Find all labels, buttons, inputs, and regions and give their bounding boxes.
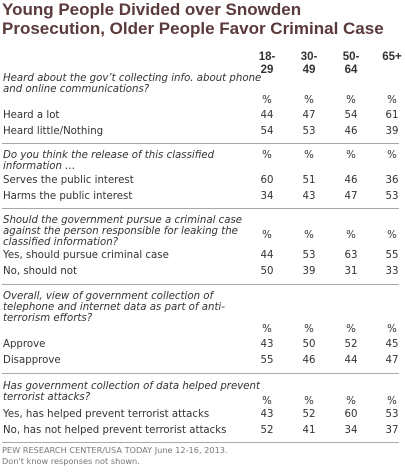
response-label: Heard little/Nothing: [3, 126, 104, 137]
section-divider: [2, 143, 399, 144]
question-text: Should the government pursue a criminal …: [3, 215, 243, 249]
source-note: PEW RESEARCH CENTER/USA TODAY June 12-16…: [2, 445, 228, 455]
data-value: 52: [302, 409, 316, 420]
column-header-line: 50-: [342, 51, 360, 63]
data-value: 60: [260, 175, 274, 186]
response-label: Approve: [3, 339, 46, 350]
response-label: Yes, should pursue criminal case: [3, 250, 169, 261]
data-value: 37: [385, 425, 399, 436]
column-header: 30- 49: [289, 51, 329, 77]
percent-unit-label: %: [304, 95, 314, 106]
data-value: 34: [344, 425, 358, 436]
data-value: 53: [302, 250, 316, 261]
percent-unit-label: %: [262, 396, 272, 407]
percent-unit-label: %: [387, 150, 397, 161]
data-value: 44: [260, 110, 274, 121]
column-header-line: 29: [260, 64, 274, 76]
section-divider: [2, 284, 399, 285]
question-text: Heard about the gov’t collecting info. a…: [3, 73, 262, 96]
percent-unit-label: %: [346, 324, 356, 335]
percent-unit-label: %: [262, 324, 272, 335]
data-value: 39: [302, 266, 316, 277]
percent-unit-label: %: [304, 150, 314, 161]
data-value: 61: [385, 110, 399, 121]
section-divider: [2, 442, 399, 443]
data-value: 53: [302, 126, 316, 137]
data-value: 39: [385, 126, 399, 137]
section-divider: [2, 373, 399, 374]
data-value: 36: [385, 175, 399, 186]
percent-unit-label: %: [346, 230, 356, 241]
data-value: 54: [260, 126, 274, 137]
data-value: 43: [302, 191, 316, 202]
data-value: 47: [302, 110, 316, 121]
percent-unit-label: %: [346, 95, 356, 106]
section-divider: [2, 208, 399, 209]
percent-unit-label: %: [262, 95, 272, 106]
percent-unit-label: %: [387, 95, 397, 106]
data-value: 54: [344, 110, 358, 121]
data-value: 43: [260, 339, 274, 350]
percent-unit-label: %: [346, 396, 356, 407]
chart-title: Young People Divided over Snowden Prosec…: [2, 0, 384, 38]
percent-unit-label: %: [346, 150, 356, 161]
data-value: 50: [302, 339, 316, 350]
data-value: 50: [260, 266, 274, 277]
question-text: Do you think the release of this classif…: [3, 150, 215, 173]
data-value: 43: [260, 409, 274, 420]
response-label: Heard a lot: [3, 110, 60, 121]
data-value: 52: [344, 339, 358, 350]
column-header-line: 49: [302, 64, 316, 76]
data-value: 52: [260, 425, 274, 436]
data-value: 47: [385, 355, 399, 366]
percent-unit-label: %: [304, 324, 314, 335]
percent-unit-label: %: [304, 230, 314, 241]
data-value: 46: [344, 126, 358, 137]
column-header: 50- 64: [331, 51, 371, 77]
data-value: 41: [302, 425, 316, 436]
data-value: 47: [344, 191, 358, 202]
data-value: 53: [385, 409, 399, 420]
column-header-line: 64: [344, 64, 358, 76]
footnote: Don't know responses not shown.: [2, 456, 140, 466]
data-value: 46: [344, 175, 358, 186]
data-value: 34: [260, 191, 274, 202]
response-label: Disapprove: [3, 355, 61, 366]
data-value: 44: [344, 355, 358, 366]
response-label: Yes, has helped prevent terrorist attack…: [3, 409, 210, 420]
data-value: 45: [385, 339, 399, 350]
data-value: 55: [385, 250, 399, 261]
response-label: No, should not: [3, 266, 78, 277]
response-label: Harms the public interest: [3, 191, 133, 202]
column-header: 65+: [372, 51, 405, 64]
column-header-line: 65+: [382, 51, 402, 63]
data-value: 53: [385, 191, 399, 202]
data-value: 33: [385, 266, 399, 277]
percent-unit-label: %: [387, 396, 397, 407]
data-value: 60: [344, 409, 358, 420]
column-header-line: 18-: [258, 51, 276, 63]
data-value: 51: [302, 175, 316, 186]
response-label: No, has not helped prevent terrorist att…: [3, 425, 227, 436]
percent-unit-label: %: [387, 324, 397, 335]
response-label: Serves the public interest: [3, 175, 134, 186]
percent-unit-label: %: [262, 230, 272, 241]
percent-unit-label: %: [262, 150, 272, 161]
question-text: Overall, view of government collection o…: [3, 291, 225, 325]
question-text: Has government collection of data helped…: [3, 381, 260, 404]
column-header-line: 30-: [300, 51, 318, 63]
percent-unit-label: %: [304, 396, 314, 407]
percent-unit-label: %: [387, 230, 397, 241]
data-value: 31: [344, 266, 358, 277]
data-value: 55: [260, 355, 274, 366]
data-value: 46: [302, 355, 316, 366]
data-value: 44: [260, 250, 274, 261]
data-value: 63: [344, 250, 358, 261]
column-header: 18- 29: [247, 51, 287, 77]
